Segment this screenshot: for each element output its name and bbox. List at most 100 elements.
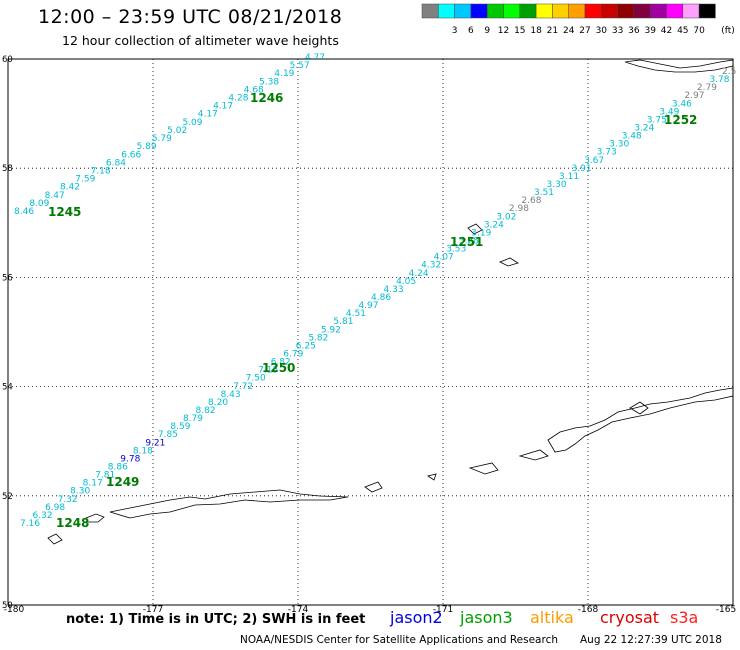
wave-height-value: 6.79 (283, 350, 303, 360)
wave-height-value: 7.32 (58, 495, 78, 505)
wave-height-value: 5.92 (321, 325, 341, 335)
wave-height-value: 3.67 (584, 156, 604, 166)
pass-time-label: 1252 (664, 113, 697, 127)
wave-height-value: 5.79 (152, 134, 172, 144)
wave-height-value: 7.50 (246, 374, 266, 384)
map-frame (7, 58, 734, 606)
wave-height-value: 3.30 (609, 140, 629, 150)
pass-time-label: 1246 (250, 91, 283, 105)
wave-height-value: 4.24 (409, 269, 429, 279)
pass-time-label: 1245 (48, 205, 81, 219)
lat-tick-label: 58 (2, 164, 13, 174)
lat-tick-label: 56 (2, 273, 13, 283)
wave-height-value: 8.59 (170, 422, 190, 432)
legend-tick-label: 30 (596, 26, 608, 36)
pass-time-label: 1248 (56, 516, 89, 530)
lat-tick-label: 60 (2, 55, 13, 65)
wave-height-value: 5.02 (167, 126, 187, 136)
wave-height-value: 5.82 (308, 333, 328, 343)
wave-height-value: 5.89 (137, 142, 157, 152)
color-legend: 3 6 9 12 15 18 21 24 27 30 33 36 39 42 45 70 (ft) (421, 3, 735, 36)
coastline (629, 401, 649, 415)
legend-tick-label: 9 (484, 26, 490, 36)
coastline (467, 223, 483, 235)
wave-height-value: 4.97 (358, 301, 378, 311)
wave-height-value: 8.18 (133, 446, 153, 456)
wave-height-value: 8.20 (208, 398, 228, 408)
wave-height-value: 7.18 (91, 166, 111, 176)
wave-height-value: 8.09 (29, 199, 49, 209)
wave-height-value: 3.53 (446, 245, 466, 255)
wave-height-value: 4.68 (244, 85, 264, 95)
legend-tick-label: 70 (693, 26, 705, 36)
wave-height-value: 4.77 (305, 53, 325, 63)
coastline (109, 489, 349, 519)
legend-unit-label: (ft) (721, 26, 735, 36)
wave-height-value: 2.68 (521, 196, 541, 206)
lat-tick-label: 50 (2, 601, 13, 611)
lon-tick-label: -165 (716, 605, 736, 615)
wave-height-value: 3.75 (647, 115, 667, 125)
wave-height-value: 5.38 (259, 77, 279, 87)
wave-height-value: 5.09 (182, 118, 202, 128)
wave-height-value: 9.21 (145, 438, 165, 448)
coastline (518, 449, 549, 461)
coastline (427, 473, 437, 481)
satellite-jason3: jason3 (460, 608, 513, 627)
credit-line: NOAA/NESDIS Center for Satellite Applica… (240, 634, 558, 646)
wave-height-value: 2.5 (722, 67, 736, 77)
wave-height-value: 4.17 (213, 102, 233, 112)
lat-tick-label: 52 (2, 492, 13, 502)
wave-height-value: 4.28 (228, 94, 248, 104)
wave-height-value: 6.66 (121, 150, 141, 160)
wave-height-value: 9.78 (120, 454, 140, 464)
wave-height-value: 7.81 (95, 471, 115, 481)
wave-height-value: 3.24 (484, 220, 504, 230)
legend-tick-label: 6 (468, 26, 474, 36)
legend-tick-label: 12 (498, 26, 509, 36)
wave-height-value: 6.98 (45, 503, 65, 513)
legend-tick-label: 27 (579, 26, 590, 36)
wave-height-value: 4.86 (371, 293, 391, 303)
lon-tick-label: -171 (433, 605, 453, 615)
wave-height-value: 3.19 (471, 228, 491, 238)
wave-height-value: 5.57 (290, 61, 310, 71)
satellite-jason2: jason2 (390, 608, 443, 627)
wave-height-value: 6.82 (271, 358, 291, 368)
wave-height-value: 2.98 (509, 204, 529, 214)
wave-height-value: 3.28 (459, 237, 479, 247)
wave-height-value: 2.79 (697, 83, 717, 93)
lat-tick-label: 54 (2, 383, 13, 393)
wave-height-value: 8.42 (60, 183, 80, 193)
satellite-s3a: s3a (670, 608, 699, 627)
wave-height-value: 3.11 (559, 172, 579, 182)
legend-tick-label: 24 (563, 26, 575, 36)
legend-tick-label: 21 (547, 26, 558, 36)
lon-tick-label: -180 (4, 605, 25, 615)
wave-height-value: 8.43 (221, 390, 241, 400)
legend-tick-label: 15 (514, 26, 525, 36)
wave-height-value: 5.81 (333, 317, 353, 327)
coastline (47, 533, 63, 545)
wave-height-value: 8.46 (14, 207, 34, 217)
generated-timestamp: Aug 22 12:27:39 UTC 2018 (580, 634, 722, 646)
wave-height-value: 4.07 (434, 253, 454, 263)
wave-height-value: 7.15 (258, 366, 278, 376)
coastline (624, 59, 734, 73)
legend-swatch (698, 3, 716, 19)
coastline (547, 387, 734, 453)
wave-height-value: 4.33 (384, 285, 404, 295)
pass-time-label: 1251 (450, 235, 483, 249)
map-note: note: 1) Time is in UTC; 2) SWH is in fe… (66, 612, 366, 627)
coastline (85, 513, 105, 523)
map-subtitle: 12 hour collection of altimeter wave hei… (62, 33, 339, 48)
satellite-altika: altika (530, 608, 574, 627)
coastline (364, 481, 383, 493)
map-title: 12:00 – 23:59 UTC 08/21/2018 (38, 6, 343, 28)
wave-height-value: 3.30 (547, 180, 567, 190)
lon-tick-label: -177 (143, 605, 163, 615)
wave-height-value: 7.16 (20, 519, 40, 529)
wave-height-value: 8.30 (70, 487, 90, 497)
coastline (499, 257, 519, 267)
